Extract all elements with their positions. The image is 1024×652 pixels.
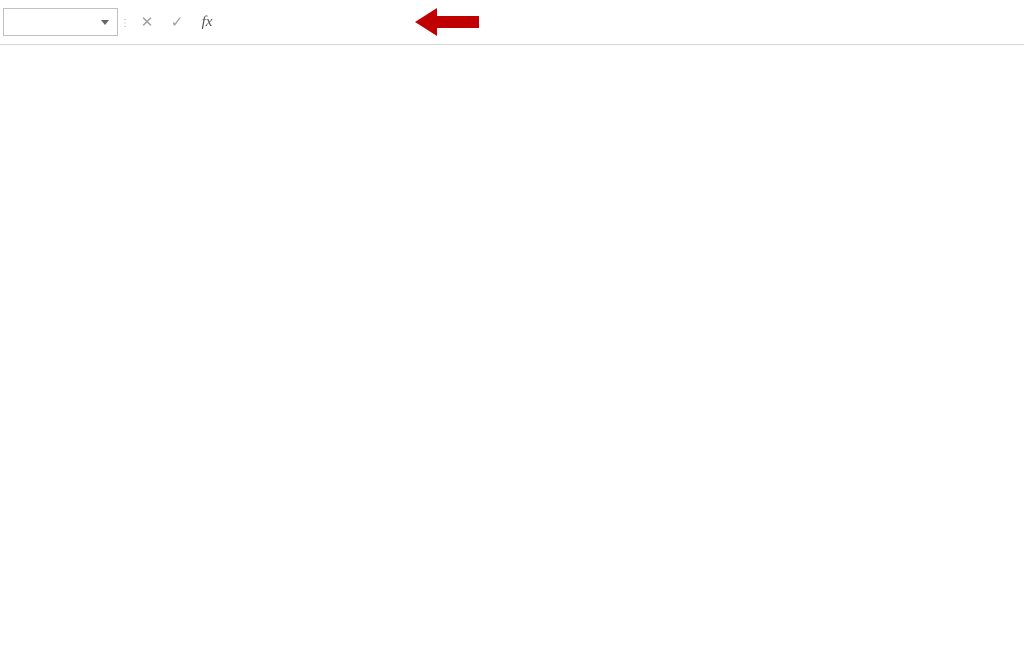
callout-arrow [415, 8, 479, 36]
arrow-shaft [437, 16, 479, 28]
insert-function-button[interactable]: fx [192, 8, 222, 36]
name-box-dropdown-icon[interactable] [101, 20, 109, 25]
formula-input[interactable] [222, 8, 1024, 36]
cancel-formula-button[interactable]: ✕ [132, 8, 162, 36]
arrow-head-icon [415, 8, 437, 36]
formula-bar: ⋮ ✕ ✓ fx [0, 0, 1024, 45]
name-box[interactable] [3, 8, 118, 36]
divider: ⋮ [118, 16, 132, 29]
fx-icon: fx [202, 14, 213, 31]
accept-formula-button[interactable]: ✓ [162, 8, 192, 36]
